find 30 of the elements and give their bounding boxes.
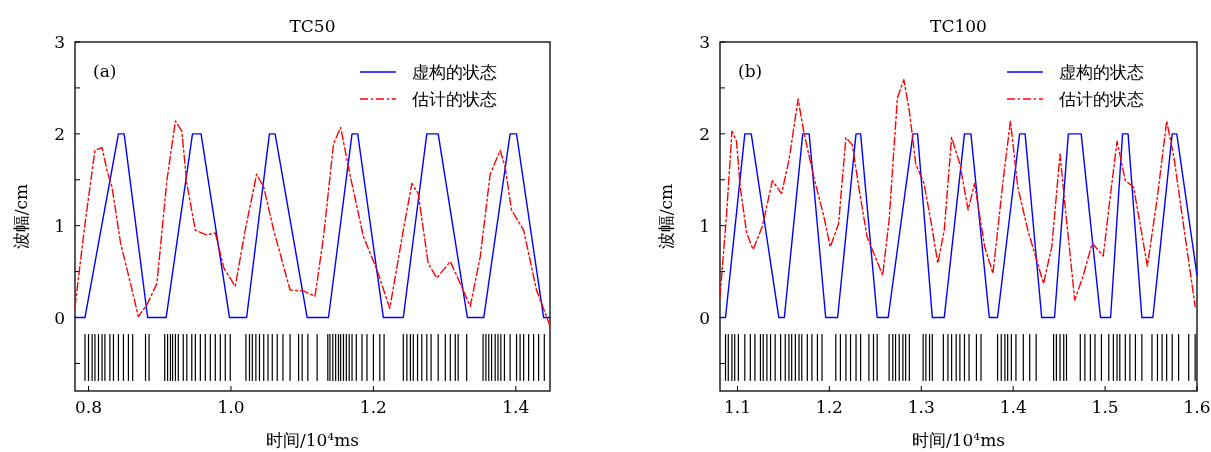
x-tick-label: 1.4	[502, 397, 530, 417]
x-tick-label: 1.4	[999, 397, 1027, 417]
y-axis-title: 波幅/cm	[656, 183, 676, 250]
x-tick-label: 1.5	[1091, 397, 1119, 417]
y-tick-label: 2	[699, 123, 710, 144]
y-tick-label: 0	[54, 307, 65, 328]
y-tick-label: 1	[54, 215, 65, 236]
y-tick-label: 1	[699, 215, 710, 236]
annotation: (b)	[738, 61, 763, 81]
y-axis-title: 波幅/cm	[11, 183, 31, 250]
x-tick-label: 1.0	[217, 397, 245, 417]
y-tick-label: 3	[54, 32, 65, 52]
x-axis-title: 时间/10⁴ms	[265, 430, 360, 450]
x-tick-label: 1.2	[815, 397, 843, 417]
chart-title: TC50	[289, 16, 336, 36]
legend-label: 虚构的状态	[412, 62, 497, 82]
x-tick-label: 1.3	[907, 397, 935, 417]
x-tick-label: 1.1	[723, 397, 751, 417]
x-tick-label: 0.8	[75, 397, 103, 417]
y-tick-label: 3	[699, 32, 710, 52]
x-axis-title: 时间/10⁴ms	[911, 430, 1006, 450]
annotation: (a)	[93, 61, 117, 81]
x-tick-label: 1.6	[1183, 397, 1211, 417]
y-tick-label: 2	[54, 123, 65, 144]
x-tick-label: 1.2	[359, 397, 387, 417]
legend-label: 估计的状态	[1058, 89, 1144, 109]
legend-label: 虚构的状态	[1059, 62, 1144, 82]
legend-label: 估计的状态	[411, 89, 497, 109]
y-tick-label: 0	[699, 307, 710, 328]
chart-title: TC100	[930, 16, 987, 36]
